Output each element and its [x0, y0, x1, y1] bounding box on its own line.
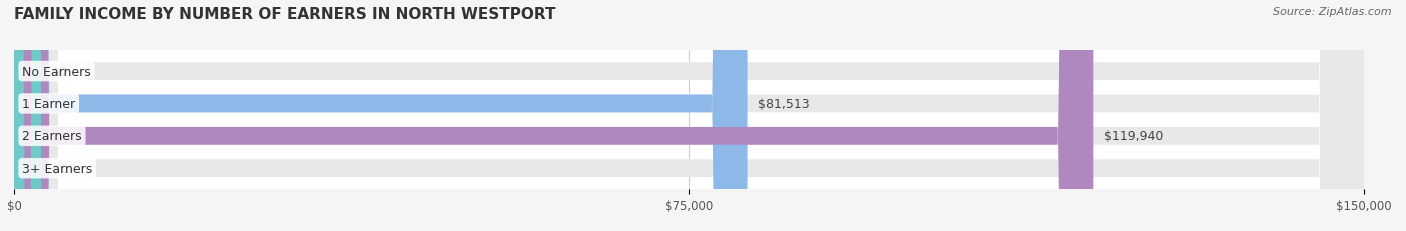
FancyBboxPatch shape: [14, 0, 1364, 231]
FancyBboxPatch shape: [14, 0, 41, 231]
Text: Source: ZipAtlas.com: Source: ZipAtlas.com: [1274, 7, 1392, 17]
Text: $119,940: $119,940: [1104, 130, 1164, 143]
FancyBboxPatch shape: [14, 0, 41, 231]
Text: 2 Earners: 2 Earners: [22, 130, 82, 143]
FancyBboxPatch shape: [14, 0, 748, 231]
Text: 1 Earner: 1 Earner: [22, 97, 76, 110]
Text: FAMILY INCOME BY NUMBER OF EARNERS IN NORTH WESTPORT: FAMILY INCOME BY NUMBER OF EARNERS IN NO…: [14, 7, 555, 22]
FancyBboxPatch shape: [14, 0, 1364, 231]
Text: $0: $0: [52, 162, 67, 175]
Text: $0: $0: [52, 65, 67, 78]
Text: 3+ Earners: 3+ Earners: [22, 162, 93, 175]
Text: No Earners: No Earners: [22, 65, 91, 78]
FancyBboxPatch shape: [14, 0, 1094, 231]
Text: $81,513: $81,513: [758, 97, 810, 110]
FancyBboxPatch shape: [14, 0, 1364, 231]
FancyBboxPatch shape: [14, 0, 1364, 231]
